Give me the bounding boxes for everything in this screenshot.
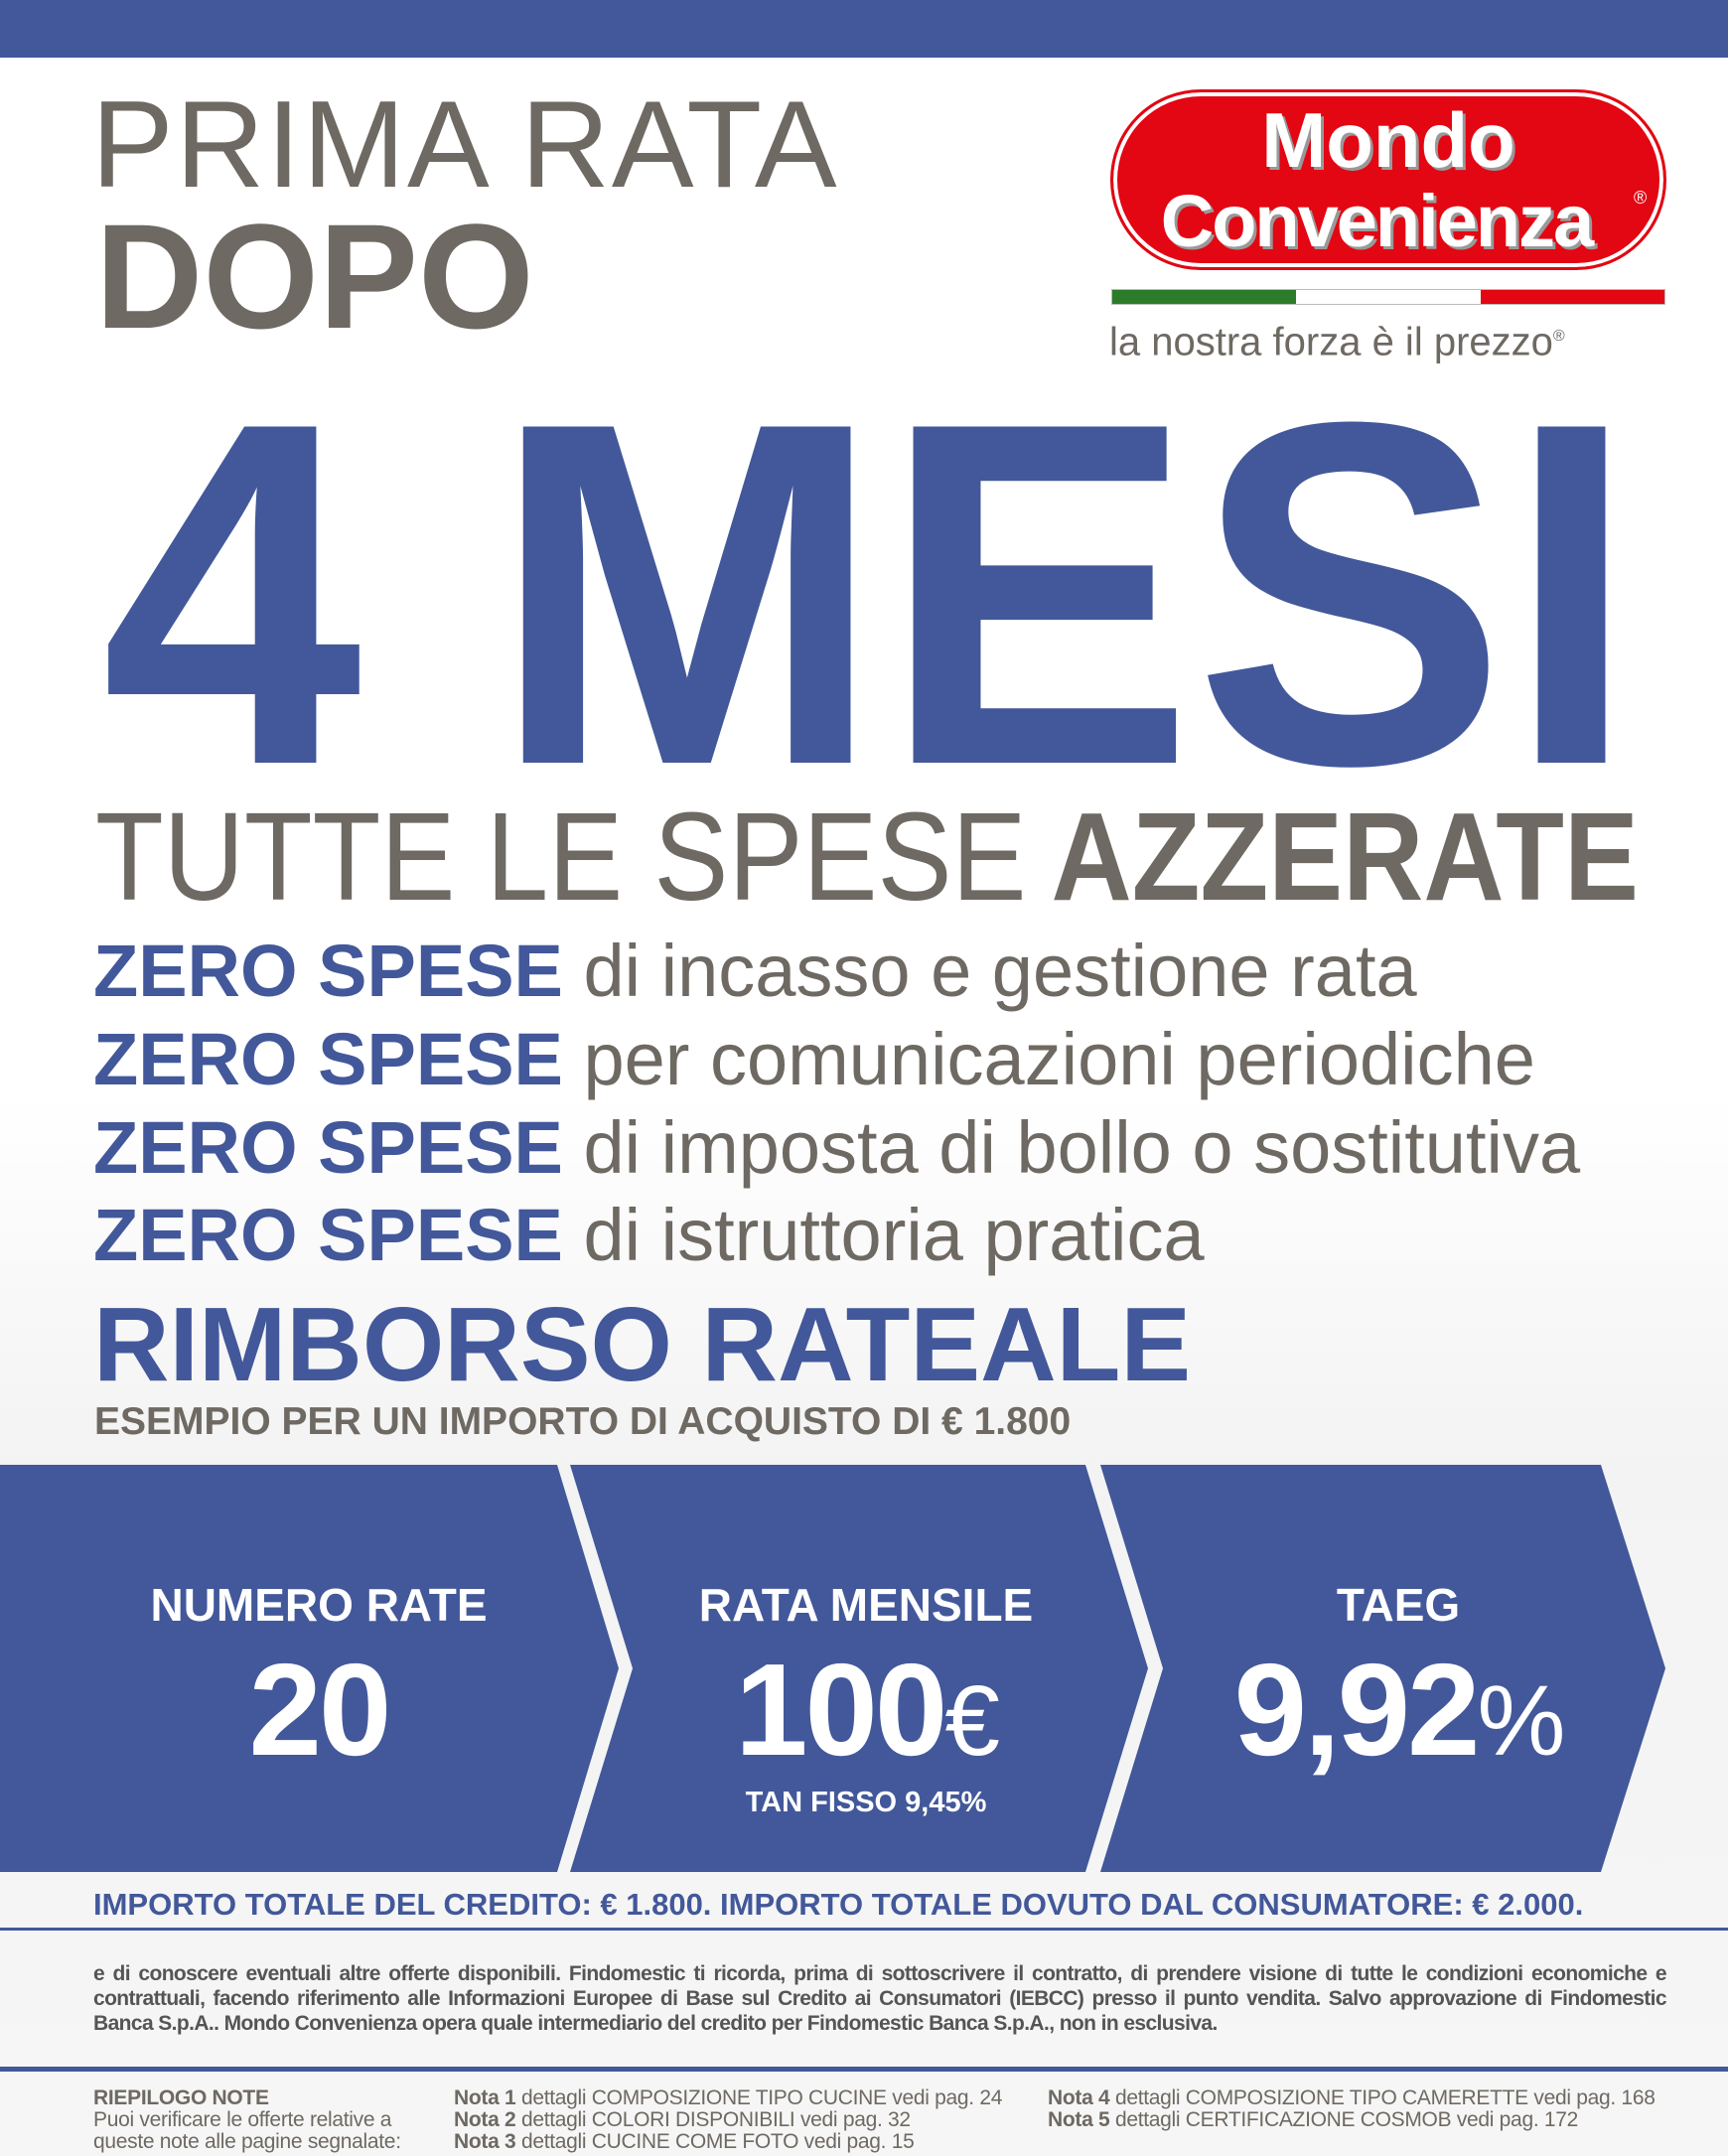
top-bar <box>0 0 1728 58</box>
divider <box>0 1928 1728 1931</box>
note-item: Nota 2 dettagli COLORI DISPONIBILI vedi … <box>454 2109 1002 2131</box>
subheadline-regular: TUTTE LE SPESE <box>95 794 1027 914</box>
installment-band <box>0 1465 1665 1872</box>
numero-rate-label: NUMERO RATE <box>150 1579 488 1631</box>
zero-spese-bold: ZERO SPESE <box>93 1194 563 1276</box>
rata-mensile-label: RATA MENSILE <box>698 1579 1034 1631</box>
zero-spese-bold: ZERO SPESE <box>93 930 563 1012</box>
prima-rata-heading: PRIMA RATA <box>91 76 839 214</box>
zero-spese-line: ZERO SPESE di incasso e gestione rata <box>93 929 1417 1014</box>
tagline-registered: ® <box>1552 328 1565 345</box>
note-text: dettagli CUCINE COME FOTO vedi pag. 15 <box>520 2130 915 2153</box>
zero-spese-line: ZERO SPESE di istruttoria pratica <box>93 1193 1205 1278</box>
taeg-label: TAEG <box>1336 1579 1461 1631</box>
note-item: Nota 4 dettagli COMPOSIZIONE TIPO CAMERE… <box>1048 2087 1656 2109</box>
chevron-rata-mensile <box>570 1465 1148 1872</box>
zero-spese-text: di incasso e gestione rata <box>583 930 1417 1012</box>
headline-svg: 4 MESI <box>101 397 1637 775</box>
fine-print: e di conoscere eventuali altre offerte d… <box>93 1962 1667 2035</box>
zero-spese-line: ZERO SPESE di imposta di bollo o sostitu… <box>93 1105 1580 1191</box>
numero-rate-value: 20 <box>248 1637 392 1783</box>
zero-spese-line: ZERO SPESE per comunicazioni periodiche <box>93 1017 1535 1102</box>
mondo-convenienza-logo: Mondo Convenienza ® <box>1110 89 1666 270</box>
note-text: dettagli COMPOSIZIONE TIPO CAMERETTE ved… <box>1114 2086 1656 2109</box>
taeg-number: 9,92 <box>1233 1637 1481 1783</box>
notes-column-2: Nota 4 dettagli COMPOSIZIONE TIPO CAMERE… <box>1048 2087 1656 2131</box>
note-label: Nota 5 <box>1048 2108 1110 2131</box>
note-label: Nota 1 <box>454 2086 516 2109</box>
logo-line2: Convenienza <box>1160 180 1594 262</box>
zero-spese-bold: ZERO SPESE <box>93 1018 563 1100</box>
note-item: Nota 5 dettagli CERTIFICAZIONE COSMOB ve… <box>1048 2109 1656 2131</box>
rata-unit: € <box>944 1665 1000 1777</box>
logo-line1: Mondo <box>1261 96 1515 184</box>
zero-spese-text: per comunicazioni periodiche <box>583 1018 1535 1100</box>
note-label: Nota 4 <box>1048 2086 1110 2109</box>
tan-fisso: TAN FISSO 9,45% <box>745 1787 987 1818</box>
rata-value: 100 <box>735 1637 947 1783</box>
taeg-value: 9,92% <box>1120 1645 1676 1787</box>
divider <box>0 2067 1728 2072</box>
logo-registered: ® <box>1634 188 1648 208</box>
subheadline-bold: AZZERATE <box>1052 794 1639 914</box>
chevron-taeg <box>1100 1465 1665 1872</box>
italian-flag-stripe <box>1111 289 1665 305</box>
subheadline-svg: TUTTE LE SPESEAZZERATE <box>95 794 1639 914</box>
total-credit-line: IMPORTO TOTALE DEL CREDITO: € 1.800. IMP… <box>93 1887 1584 1922</box>
notes-intro1: Puoi verificare le offerte relative a <box>93 2108 392 2131</box>
note-text: dettagli CERTIFICAZIONE COSMOB vedi pag.… <box>1114 2108 1579 2131</box>
note-label: Nota 2 <box>454 2108 516 2131</box>
subheadline: TUTTE LE SPESEAZZERATE <box>95 794 1639 914</box>
zero-spese-text: di istruttoria pratica <box>583 1194 1205 1276</box>
note-text: dettagli COLORI DISPONIBILI vedi pag. 32 <box>520 2108 911 2131</box>
tagline-text: la nostra forza è il prezzo <box>1109 320 1553 364</box>
zero-spese-bold: ZERO SPESE <box>93 1106 563 1189</box>
rimborso-title: RIMBORSO RATEALE <box>93 1286 1192 1403</box>
notes-title: RIEPILOGO NOTE <box>93 2086 269 2109</box>
note-text: dettagli COMPOSIZIONE TIPO CUCINE vedi p… <box>520 2086 1003 2109</box>
taeg-unit: % <box>1477 1665 1566 1777</box>
chevron-numero-rate <box>0 1465 619 1872</box>
note-label: Nota 3 <box>454 2130 516 2153</box>
notes-column-1: Nota 1 dettagli COMPOSIZIONE TIPO CUCINE… <box>454 2087 1002 2153</box>
zero-spese-text: di imposta di bollo o sostitutiva <box>583 1106 1581 1189</box>
notes-intro: RIEPILOGO NOTE Puoi verificare le offert… <box>93 2087 401 2153</box>
note-item: Nota 1 dettagli COMPOSIZIONE TIPO CUCINE… <box>454 2087 1002 2109</box>
logo-tagline: la nostra forza è il prezzo® <box>1109 314 1565 364</box>
note-item: Nota 3 dettagli CUCINE COME FOTO vedi pa… <box>454 2131 1002 2153</box>
rata-mensile-value: 100€ <box>588 1645 1144 1787</box>
headline-4-mesi: 4 MESI <box>101 397 1637 775</box>
dopo-heading: DOPO <box>95 193 534 359</box>
notes-intro2: queste note alle pagine segnalate: <box>93 2130 401 2153</box>
rimborso-subtitle: ESEMPIO PER UN IMPORTO DI ACQUISTO DI € … <box>94 1400 1072 1443</box>
